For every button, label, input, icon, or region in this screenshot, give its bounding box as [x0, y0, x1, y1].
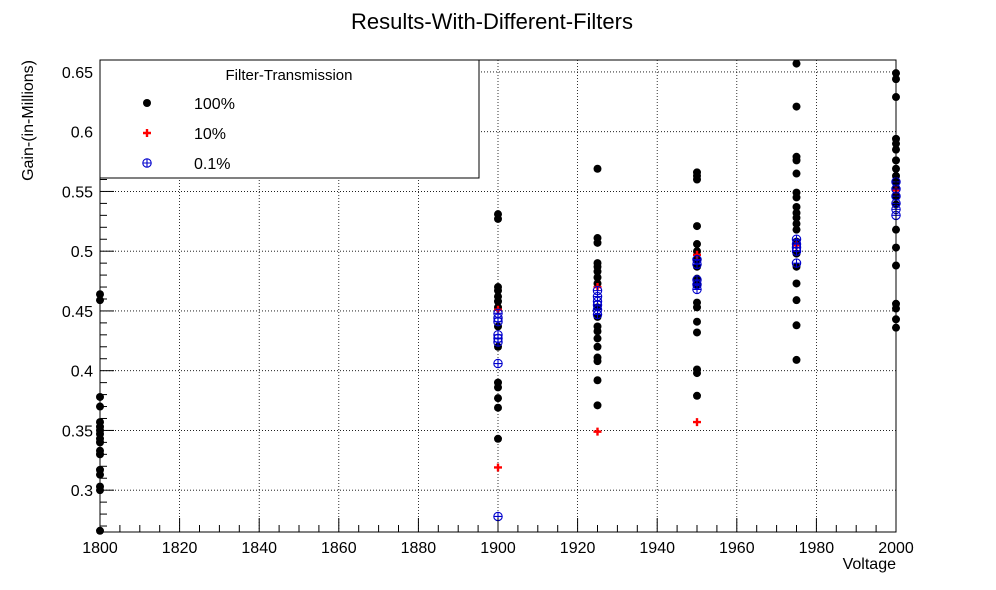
- data-point-series-0: [593, 376, 602, 385]
- data-point-series-0: [792, 296, 801, 305]
- data-point-series-0: [693, 240, 701, 249]
- data-point-series-0: [792, 355, 801, 364]
- data-point-series-0: [593, 357, 602, 366]
- data-point-series-2: [592, 309, 603, 320]
- y-tick-label: 0.35: [62, 423, 93, 440]
- y-axis-label: Gain-(in-Millions): [20, 60, 37, 181]
- data-point-series-0: [494, 297, 502, 306]
- data-point-series-0: [792, 156, 801, 165]
- data-point-series-0: [593, 238, 602, 247]
- data-point-series-0: [693, 391, 701, 400]
- data-point-series-0: [792, 193, 801, 202]
- data-point-series-1: [693, 418, 701, 427]
- data-point-series-1: [593, 427, 602, 436]
- data-point-series-0: [693, 317, 701, 326]
- data-point-series-0: [494, 214, 502, 223]
- x-tick-label: 2000: [878, 540, 914, 557]
- legend-entries: 100% 10% 0.1%: [142, 96, 235, 173]
- data-point-series-0: [593, 342, 602, 351]
- data-point-series-0: [494, 322, 502, 331]
- chart-title: Results-With-Different-Filters: [351, 9, 633, 34]
- x-tick-label: 1940: [639, 540, 675, 557]
- data-point-series-0: [792, 59, 801, 68]
- data-point-series-0: [792, 213, 801, 222]
- data-point-series-2: [493, 358, 503, 369]
- y-tick-label: 0.65: [62, 65, 93, 82]
- legend-entry-label: 0.1%: [194, 156, 230, 173]
- legend-marker: [142, 158, 152, 168]
- legend-box: [99, 59, 480, 179]
- x-tick-label: 1920: [560, 540, 596, 557]
- data-point-series-0: [494, 434, 502, 443]
- y-tick-label: 0.4: [71, 364, 93, 381]
- legend-marker: [143, 129, 151, 137]
- legend: Filter-Transmission 100% 10% 0.1%: [99, 59, 480, 179]
- data-point-series-0: [792, 202, 801, 211]
- data-point-series-0: [593, 327, 602, 336]
- data-point-series-1: [494, 463, 502, 472]
- data-point-series-2: [692, 284, 702, 295]
- y-tick-label: 0.3: [71, 483, 93, 500]
- x-tick-label: 1820: [162, 540, 198, 557]
- data-point-series-0: [593, 267, 602, 276]
- data-point-series-0: [792, 219, 801, 228]
- data-point-series-2: [791, 246, 802, 256]
- x-tick-label: 1960: [719, 540, 755, 557]
- data-point-series-0: [792, 321, 801, 330]
- x-tick-label: 1900: [480, 540, 516, 557]
- data-point-series-2: [493, 337, 503, 347]
- y-tick-label: 0.6: [71, 125, 93, 142]
- x-tick-label: 1880: [401, 540, 437, 557]
- data-point-series-0: [593, 164, 602, 173]
- data-point-series-0: [693, 175, 701, 184]
- y-tick-label: 0.55: [62, 184, 93, 201]
- y-tick-label: 0.5: [71, 244, 93, 261]
- data-point-series-0: [494, 394, 502, 403]
- axes: 1800 1820 1840 1860 1880 1900 1920 1940 1960 1980…: [62, 59, 914, 557]
- data-point-series-0: [792, 279, 801, 288]
- data-point-series-2: [791, 258, 802, 268]
- legend-entry-label: 10%: [194, 126, 226, 143]
- x-tick-label: 1840: [241, 540, 277, 557]
- data-point-series-0: [494, 342, 502, 351]
- legend-title: Filter-Transmission: [226, 67, 353, 84]
- x-axis-label: Voltage: [843, 556, 896, 573]
- data-point-series-0: [792, 102, 801, 111]
- data-point-series-0: [494, 403, 502, 412]
- data-point-series-2: [493, 316, 503, 327]
- data-point-series-0: [593, 334, 602, 343]
- x-tick-label: 1860: [321, 540, 357, 557]
- data-point-series-2: [692, 259, 702, 270]
- legend-entry-label: 100%: [194, 96, 235, 113]
- data-point-series-0: [593, 401, 602, 410]
- legend-marker: [143, 99, 151, 107]
- data-point-series-0: [593, 273, 602, 282]
- data-point-series-0: [792, 169, 801, 178]
- y-tick-label: 0.45: [62, 304, 93, 321]
- data-point-series-0: [494, 383, 502, 392]
- x-tick-label: 1800: [82, 540, 118, 557]
- data-point-series-0: [693, 222, 701, 231]
- data-point-series-0: [494, 286, 502, 295]
- x-tick-label: 1980: [799, 540, 835, 557]
- data-point-series-0: [693, 328, 701, 337]
- data-point-series-0: [693, 369, 701, 378]
- data-point-series-0: [792, 225, 801, 234]
- data-point-series-0: [693, 303, 701, 312]
